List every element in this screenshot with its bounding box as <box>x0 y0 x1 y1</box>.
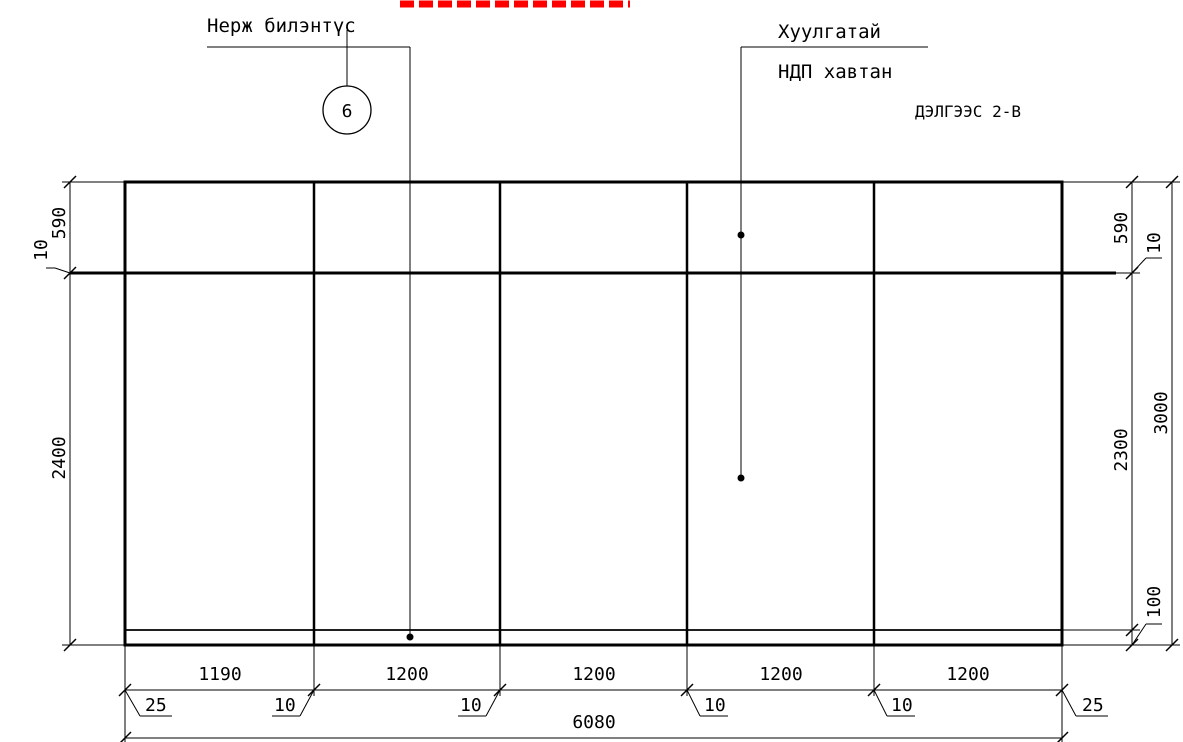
leader-left <box>207 30 414 641</box>
dim-left-main: 2400 <box>49 436 70 479</box>
dim-right-top-gap: 10 <box>1144 232 1165 254</box>
wall-panels <box>70 180 1116 647</box>
dim-panel-3: 1200 <box>572 664 615 685</box>
dim-right-top-band: 590 <box>1111 212 1132 245</box>
dim-right-bottom: 100 <box>1144 586 1165 619</box>
dim-right-overall: 3000 <box>1151 391 1172 434</box>
left-leader-label: Нерж билэнтүс <box>207 15 356 37</box>
dim-panel-2: 1200 <box>385 664 428 685</box>
dim-panel-5: 1200 <box>946 664 989 685</box>
right-leader-label-1: Хуулгатай <box>778 21 881 43</box>
dim-joint-4: 10 <box>891 695 913 716</box>
dim-panel-4: 1200 <box>759 664 802 685</box>
dim-left-top-gap: 10 <box>31 239 52 261</box>
dim-lines-bottom <box>118 645 1108 742</box>
detail-number: 6 <box>342 101 353 122</box>
dim-right-middle: 2300 <box>1111 428 1132 471</box>
detail-bubble <box>322 85 372 135</box>
dim-lines-left <box>46 175 125 652</box>
dim-joint-1: 10 <box>274 695 296 716</box>
dim-edge-left: 25 <box>145 695 167 716</box>
leader-right <box>737 46 928 482</box>
dim-total: 6080 <box>572 712 615 733</box>
dim-panel-1: 1190 <box>198 664 241 685</box>
right-leader-label-2: НДП хавтан <box>778 61 892 83</box>
section-ref-label: ДЭЛГЭЭС 2-В <box>915 102 1021 121</box>
dim-lines-right <box>1062 175 1180 652</box>
dim-left-top-band: 590 <box>49 207 70 240</box>
dim-joint-2: 10 <box>460 695 482 716</box>
dim-joint-3: 10 <box>704 695 726 716</box>
dim-edge-right: 25 <box>1082 695 1104 716</box>
